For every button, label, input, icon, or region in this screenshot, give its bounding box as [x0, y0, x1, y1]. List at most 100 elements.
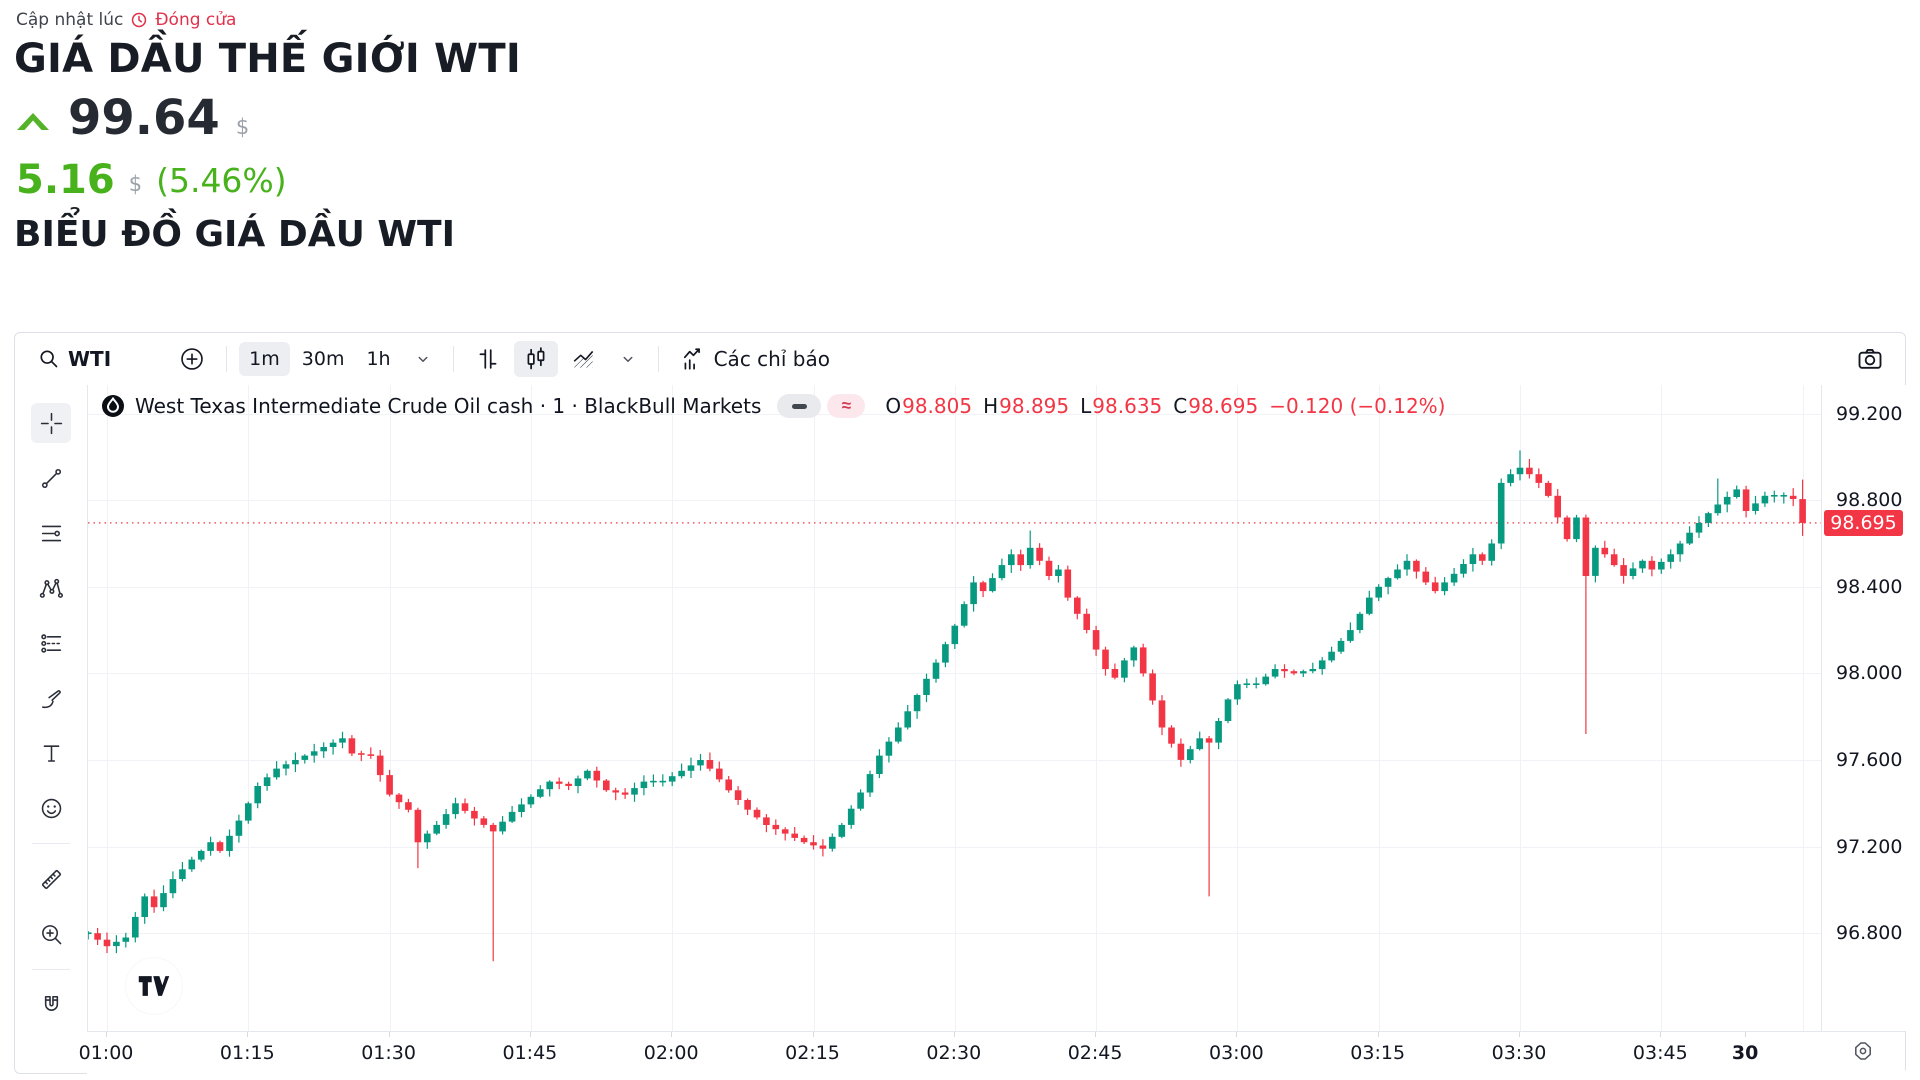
- chart-pane[interactable]: West Texas Intermediate Crude Oil cash ·…: [87, 385, 1821, 1031]
- interval-button-30m[interactable]: 30m: [292, 342, 355, 376]
- interval-dropdown-button[interactable]: [405, 345, 441, 373]
- candle: [791, 827, 798, 841]
- time-tick-label: 02:45: [1067, 1042, 1123, 1064]
- fib-retracement-tool-button[interactable]: [31, 513, 71, 553]
- grid-layer: [88, 385, 1821, 1031]
- last-price-tag: 98.695: [1824, 510, 1903, 536]
- updated-label: Cập nhật lúc: [16, 10, 124, 30]
- visibility-toggle-pill[interactable]: [777, 394, 822, 418]
- price-tick-label: 99.200: [1836, 402, 1903, 425]
- candle: [1610, 548, 1618, 567]
- candle: [979, 580, 987, 598]
- candle: [1243, 678, 1251, 689]
- snapshot-button[interactable]: [1847, 340, 1893, 378]
- delayed-data-pill[interactable]: ≈: [827, 394, 866, 418]
- symbol-search-button[interactable]: WTI: [29, 342, 120, 376]
- candle: [650, 774, 657, 787]
- indicators-button[interactable]: Các chỉ báo: [671, 341, 839, 377]
- sidebar-divider: [32, 969, 70, 970]
- zoom-in-tool-button[interactable]: [31, 914, 71, 954]
- crosshair-tool-button[interactable]: [31, 403, 71, 443]
- change-row: 5.16 $ (5.46%): [16, 157, 287, 203]
- candle: [1789, 488, 1797, 507]
- candle: [1771, 490, 1778, 503]
- area-style-button[interactable]: [562, 341, 606, 377]
- candle: [631, 782, 638, 802]
- ruler-tool-button[interactable]: [31, 859, 71, 899]
- tradingview-logo[interactable]: [126, 958, 182, 1014]
- candle: [1629, 562, 1637, 580]
- brush-tool-button[interactable]: [31, 678, 71, 718]
- candle: [716, 761, 723, 783]
- long-position-tool-button[interactable]: [31, 623, 71, 663]
- day-marker-label: 30: [1731, 1042, 1759, 1064]
- time-axis[interactable]: 01:00 01:15 01:30 01:45 02:00 02:15 02:30 02:45…: [79, 1031, 1905, 1075]
- time-tick-mark: [1745, 1032, 1746, 1037]
- price-tick-label: 98.800: [1836, 489, 1903, 512]
- candle: [94, 928, 101, 945]
- candle: [1366, 590, 1373, 616]
- candle: [386, 769, 393, 797]
- tradingview-logo-icon: [138, 976, 170, 996]
- candle: [1723, 491, 1731, 513]
- candle: [1064, 565, 1072, 601]
- candle: [763, 814, 770, 833]
- candle: [781, 827, 789, 841]
- text-tool-tool-button[interactable]: [31, 733, 71, 773]
- candle: [150, 889, 158, 913]
- time-tick-mark: [671, 1032, 672, 1037]
- candle: [734, 786, 742, 805]
- candle: [678, 763, 685, 779]
- candle: [584, 769, 591, 781]
- candle: [847, 805, 855, 829]
- candle: [904, 705, 911, 730]
- style-dropdown-button[interactable]: [610, 345, 646, 373]
- bar-style-button[interactable]: [466, 341, 510, 377]
- price-tick-label: 98.400: [1836, 575, 1903, 598]
- candle: [1516, 450, 1524, 481]
- price-axis[interactable]: 98.695 99.200 98.800 98.400 98.000 97.600 97.…: [1821, 385, 1907, 1031]
- candle: [1761, 491, 1769, 507]
- time-tick-label: 03:15: [1350, 1042, 1406, 1064]
- candle: [1008, 549, 1015, 573]
- candle: [1460, 559, 1467, 578]
- currency-symbol: $: [235, 115, 250, 139]
- long-position-icon: [40, 633, 61, 653]
- candle: [1488, 539, 1495, 566]
- candle: [1055, 565, 1062, 583]
- time-tick-label: 02:00: [643, 1042, 699, 1064]
- candle: [555, 777, 563, 790]
- update-status-row: Cập nhật lúc Đóng cửa: [16, 10, 236, 30]
- xabcd-pattern-tool-button[interactable]: [31, 568, 71, 608]
- time-tick-label: 01:15: [219, 1042, 275, 1064]
- candle-style-button[interactable]: [513, 341, 558, 377]
- interval-button-1h[interactable]: 1h: [356, 342, 400, 376]
- interval-button-1m[interactable]: 1m: [239, 342, 290, 376]
- candle: [1450, 568, 1458, 586]
- compare-add-button[interactable]: [170, 341, 214, 377]
- chart-body: West Texas Intermediate Crude Oil cash ·…: [15, 385, 1907, 1031]
- candle: [452, 797, 459, 819]
- candle: [706, 752, 714, 772]
- candle: [480, 816, 488, 828]
- blackbull-logo-icon: [102, 395, 124, 417]
- candle: [810, 835, 817, 850]
- magnet-tool-button[interactable]: [31, 985, 71, 1025]
- candle: [1422, 567, 1430, 585]
- indicators-icon: [683, 348, 700, 370]
- candle: [489, 822, 497, 962]
- candle: [358, 750, 365, 762]
- candle: [565, 781, 572, 791]
- trend-line-tool-button[interactable]: [31, 458, 71, 498]
- candle: [1017, 549, 1024, 571]
- candle: [942, 641, 949, 668]
- axis-settings-icon[interactable]: [1851, 1039, 1875, 1063]
- candle: [546, 780, 553, 797]
- emoji-tool-button[interactable]: [31, 788, 71, 828]
- candle: [141, 893, 148, 924]
- brush-icon: [41, 689, 61, 708]
- chart-heading: BIỂU ĐỒ GIÁ DẦU WTI: [14, 214, 455, 255]
- toolbar-divider: [657, 346, 659, 372]
- area-chart-icon: [573, 350, 593, 368]
- candle: [103, 932, 111, 953]
